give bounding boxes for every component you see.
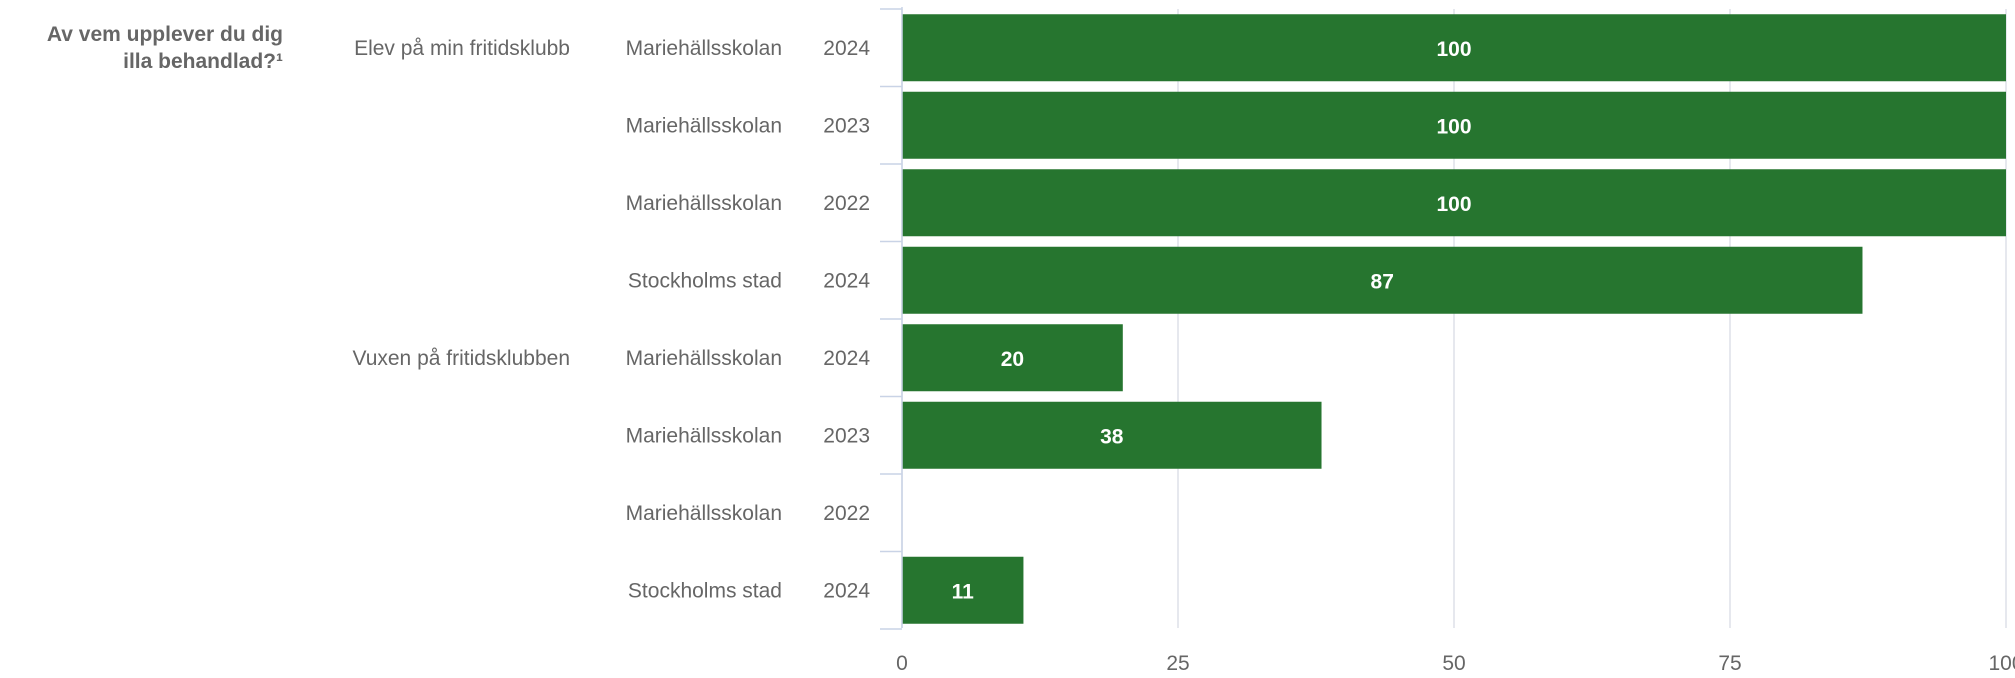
row-year-label: 2024 — [823, 37, 870, 60]
row-unit-label: Mariehällsskolan — [626, 347, 782, 370]
bar-value-label: 20 — [1001, 348, 1024, 371]
bar — [902, 246, 1863, 314]
row-year-label: 2024 — [823, 347, 870, 370]
bar — [902, 91, 2006, 159]
x-tick-label: 50 — [1442, 652, 1465, 673]
row-year-label: 2024 — [823, 269, 870, 292]
bar-layer — [902, 14, 2006, 624]
bar-value-label: 38 — [1100, 425, 1124, 448]
row-year-label: 2023 — [823, 114, 870, 137]
bar-value-label: 100 — [1436, 115, 1471, 138]
chart-title-line-2: illa behandlad?¹ — [123, 50, 283, 73]
bar — [902, 324, 1123, 392]
bar — [902, 556, 1024, 624]
axis-layer: 0 25 50 75 100 — [880, 7, 2015, 675]
x-tick-label: 100 — [1988, 652, 2015, 673]
chart-title-line-1: Av vem upplever du dig — [47, 23, 283, 46]
row-year-label: 2024 — [823, 579, 870, 602]
row-unit-label: Mariehällsskolan — [626, 424, 782, 447]
x-tick-label: 25 — [1166, 652, 1189, 673]
bar-value-label: 87 — [1371, 270, 1394, 293]
row-unit-label: Mariehällsskolan — [626, 192, 782, 215]
row-unit-label: Stockholms stad — [628, 579, 782, 602]
bar — [902, 169, 2006, 237]
label-layer: 100 Mariehällsskolan 2024 100 Mariehällsskol… — [352, 37, 1471, 604]
row-year-label: 2022 — [823, 192, 870, 215]
row-unit-label: Mariehällsskolan — [626, 37, 782, 60]
bar — [902, 14, 2006, 82]
x-tick-label: 75 — [1718, 652, 1741, 673]
row-year-label: 2022 — [823, 502, 870, 525]
row-year-label: 2023 — [823, 424, 870, 447]
bar-value-label: 100 — [1436, 38, 1471, 61]
row-unit-label: Stockholms stad — [628, 269, 782, 292]
row-unit-label: Mariehällsskolan — [626, 502, 782, 525]
bar-value-label: 11 — [952, 580, 975, 603]
bar-value-label: 100 — [1436, 193, 1471, 216]
row-unit-label: Mariehällsskolan — [626, 114, 782, 137]
group-label: Elev på min fritidsklubb — [354, 37, 570, 60]
bar — [902, 401, 1322, 469]
x-tick-label: 0 — [896, 652, 908, 673]
group-label: Vuxen på fritidsklubben — [352, 347, 570, 370]
